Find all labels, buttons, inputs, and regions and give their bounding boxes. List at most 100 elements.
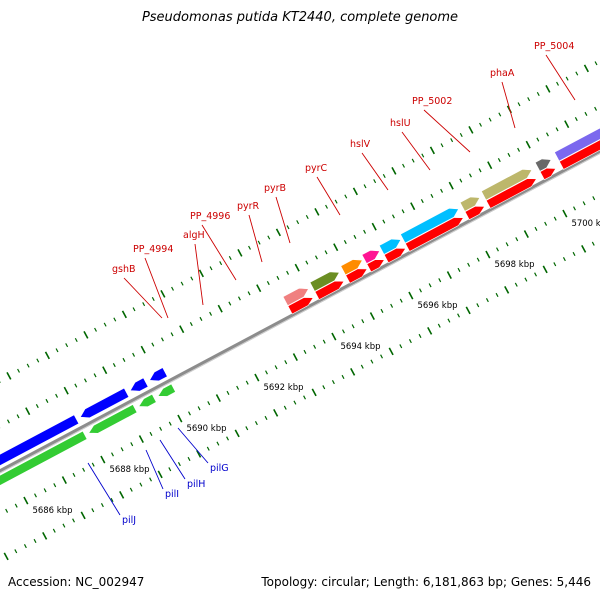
scale-tick-mark	[217, 304, 223, 313]
scale-tick-mark	[476, 303, 480, 308]
scale-tick-mark	[72, 472, 76, 477]
scale-tick-mark	[459, 132, 463, 138]
gene-hslu	[480, 169, 533, 201]
scale-tick-mark	[149, 477, 153, 482]
scale-tick-mark	[351, 324, 355, 329]
scale-tick-mark	[228, 301, 232, 306]
scale-tick-mark	[72, 518, 76, 523]
scale-tick-mark	[382, 173, 386, 179]
gene-label-leader	[423, 109, 471, 153]
scale-tick-mark	[113, 317, 117, 322]
scale-tick-mark	[122, 357, 126, 362]
gene-label-leader	[316, 176, 341, 216]
scale-tick-mark	[497, 158, 501, 163]
scale-tick-mark	[524, 277, 528, 282]
gene-label-pili: pilI	[165, 489, 179, 500]
scale-tick-mark	[293, 400, 297, 405]
scale-tick-mark	[190, 276, 194, 281]
map-title: Pseudomonas putida KT2440, complete geno…	[141, 10, 459, 25]
gene-label-pilg: pilG	[210, 463, 229, 474]
scale-tick-mark	[353, 234, 357, 239]
gene-pp-4996-cds	[345, 268, 368, 284]
scale-tick-mark	[487, 161, 493, 170]
scale-tick-mark	[83, 330, 89, 339]
scale-tick-mark	[370, 359, 374, 364]
scale-tick-mark	[206, 446, 210, 451]
gene-label-leader	[87, 462, 121, 516]
scale-tick-mark	[216, 441, 220, 446]
scale-tick-mark	[527, 97, 531, 102]
scale-tick-mark	[23, 496, 29, 505]
scale-tick-mark	[177, 414, 183, 423]
scale-tick-mark	[402, 163, 405, 168]
scale-tick-mark	[515, 237, 519, 242]
scale-tick-mark	[180, 281, 184, 286]
scale-tick-mark	[25, 407, 31, 416]
scale-tick-label: 5696 kbp	[417, 301, 457, 311]
scale-tick-mark	[584, 111, 588, 116]
scale-tick-mark	[142, 302, 146, 307]
scale-tick-mark	[440, 188, 444, 193]
scale-tick-mark	[594, 61, 598, 66]
scale-tick-mark	[478, 168, 482, 173]
scale-tick-mark	[583, 64, 589, 73]
gene-algh-cds	[314, 280, 345, 301]
scale-tick-mark	[226, 436, 230, 441]
scale-tick-mark	[63, 386, 69, 395]
scale-tick-mark	[234, 429, 240, 438]
gene-label-hslv: hslV	[350, 139, 371, 150]
scale-tick-mark	[138, 435, 144, 443]
scale-tick-mark	[23, 544, 27, 549]
scale-tick-mark	[380, 354, 384, 359]
scale-tick-mark	[103, 322, 107, 327]
scale-tick-mark	[139, 482, 143, 487]
scale-tick-mark	[534, 272, 538, 277]
scale-tick-mark	[236, 385, 240, 390]
scale-tick-mark	[450, 138, 454, 143]
scale-tick-mark	[448, 181, 454, 190]
scale-tick-mark	[437, 323, 441, 328]
scale-tick-mark	[196, 449, 202, 458]
scale-tick-mark	[555, 127, 559, 132]
scale-tick-mark	[314, 207, 320, 216]
scale-tick-mark	[121, 310, 127, 319]
scale-tick-mark	[331, 332, 337, 341]
scale-tick-mark	[305, 260, 309, 265]
gene-pilh	[129, 377, 149, 392]
gene-hslu-cds	[485, 178, 538, 209]
gene-label-pp-4994: PP_4994	[133, 244, 173, 255]
scale-tick-mark	[171, 286, 174, 291]
scale-tick-mark	[245, 426, 249, 431]
scale-tick-mark	[284, 360, 288, 365]
scale-tick-mark	[421, 153, 425, 158]
scale-tick-mark	[542, 265, 548, 274]
scale-tick-mark	[517, 102, 521, 107]
scale-tick-mark	[286, 225, 290, 230]
scale-tick-mark	[544, 221, 548, 226]
scale-tick-label: 5686 kbp	[32, 506, 72, 516]
gene-pyrb-cds	[383, 247, 407, 264]
gene-label-leader	[401, 131, 431, 171]
scale-tick-mark	[495, 292, 499, 298]
scale-tick-mark	[408, 291, 414, 300]
scale-tick-mark	[44, 351, 50, 360]
scale-tick-mark	[199, 316, 203, 321]
scale-tick-mark	[582, 201, 586, 206]
scale-tick-mark	[100, 455, 106, 464]
scale-tick-mark	[91, 508, 95, 513]
scale-tick-mark	[266, 281, 270, 286]
scale-tick-mark	[82, 467, 86, 472]
scale-tick-mark	[447, 318, 451, 323]
scale-tick-mark	[496, 247, 499, 252]
scale-tick-mark	[275, 228, 281, 237]
scale-tick-mark	[91, 462, 95, 467]
scale-tick-mark	[382, 219, 386, 224]
scale-tick-mark	[286, 270, 290, 275]
scale-tick-mark	[26, 363, 30, 368]
scale-tick-mark	[575, 71, 579, 76]
scale-tick-mark	[43, 488, 47, 493]
scale-tick-mark	[342, 329, 345, 334]
scale-tick-mark	[369, 312, 375, 320]
scale-tick-mark	[296, 220, 300, 225]
gene-layer	[0, 128, 600, 486]
